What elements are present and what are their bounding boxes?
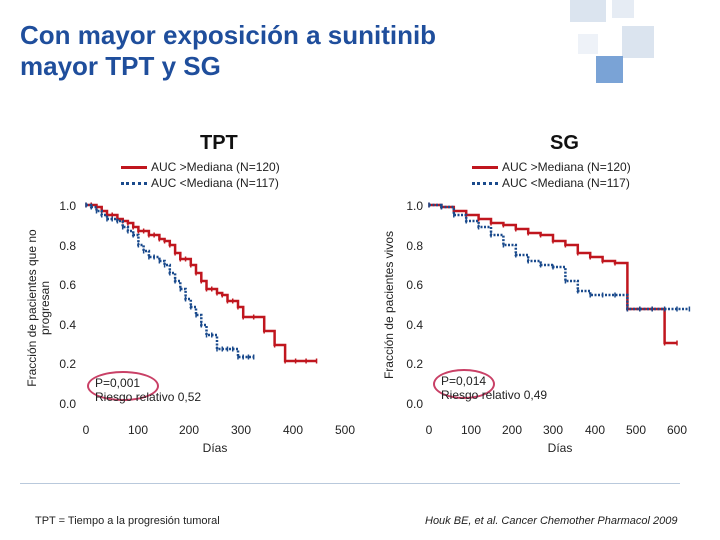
decorative-square-2 bbox=[612, 0, 634, 18]
km-curve-above-median bbox=[429, 203, 677, 345]
decorative-square-3 bbox=[622, 26, 654, 58]
x-tick-label: 600 bbox=[666, 423, 688, 437]
legend-label: AUC <Mediana (N=117) bbox=[502, 176, 630, 190]
p-value-tpt: P=0,001 bbox=[95, 376, 141, 390]
x-tick-label: 100 bbox=[460, 423, 482, 437]
x-tick-label: 300 bbox=[542, 423, 564, 437]
p-value-highlight-circle bbox=[433, 369, 495, 399]
y-tick-label: 0.0 bbox=[59, 397, 76, 411]
legend-swatch-dotted bbox=[121, 181, 147, 185]
legend-swatch-solid bbox=[472, 165, 498, 169]
x-tick-label: 0 bbox=[82, 423, 90, 437]
km-plot-tpt bbox=[85, 202, 318, 364]
legend-label: AUC >Mediana (N=120) bbox=[502, 160, 631, 174]
title-line-1: Con mayor exposición a sunitinib bbox=[20, 20, 437, 50]
y-tick-label: 0.4 bbox=[59, 318, 76, 332]
y-tick-label: 0.2 bbox=[406, 357, 423, 371]
chart-title-sg: SG bbox=[550, 132, 579, 154]
decorative-square-4 bbox=[596, 56, 623, 83]
footer-divider bbox=[20, 483, 680, 484]
x-tick-label: 300 bbox=[230, 423, 252, 437]
decorative-square-1 bbox=[570, 0, 606, 22]
legend-sg-below: AUC <Mediana (N=117) bbox=[472, 176, 630, 190]
x-tick-label: 500 bbox=[625, 423, 647, 437]
legend-swatch-dotted bbox=[472, 181, 498, 185]
legend-swatch-solid bbox=[121, 165, 147, 169]
x-tick-label: 200 bbox=[178, 423, 200, 437]
title-line-2: mayor TPT y SG bbox=[20, 51, 221, 81]
km-plot-sg bbox=[428, 202, 691, 346]
x-tick-label: 500 bbox=[334, 423, 356, 437]
y-tick-label: 0.8 bbox=[59, 239, 76, 253]
footnote-citation: Houk BE, et al. Cancer Chemother Pharmac… bbox=[425, 515, 678, 527]
legend-label: AUC <Mediana (N=117) bbox=[151, 176, 279, 190]
y-axis-label-tpt: Fracción de pacientes que no progresan bbox=[25, 229, 52, 387]
x-tick-label: 200 bbox=[501, 423, 523, 437]
x-axis-label-sg: Días bbox=[547, 441, 573, 455]
y-tick-label: 0.2 bbox=[59, 357, 76, 371]
chart-title-tpt: TPT bbox=[200, 132, 238, 154]
x-tick-label: 100 bbox=[127, 423, 149, 437]
y-tick-label: 1.0 bbox=[59, 199, 76, 213]
legend-tpt-above: AUC >Mediana (N=120) bbox=[121, 160, 280, 174]
y-tick-label: 0.0 bbox=[406, 397, 423, 411]
slide-title: Con mayor exposición a sunitinib mayor T… bbox=[20, 20, 436, 82]
hazard-ratio-tpt: Riesgo relativo 0,52 bbox=[95, 390, 202, 404]
legend-tpt-below: AUC <Mediana (N=117) bbox=[121, 176, 279, 190]
km-curve-above-median bbox=[86, 203, 317, 363]
y-tick-label: 0.8 bbox=[406, 239, 423, 253]
y-axis-label-sg: Fracción de pacientes vivos bbox=[382, 230, 396, 380]
p-value-highlight-circle bbox=[87, 371, 159, 401]
x-axis-label-tpt: Días bbox=[202, 441, 228, 455]
footnote-abbreviation: TPT = Tiempo a la progresión tumoral bbox=[35, 515, 220, 527]
y-tick-label: 0.4 bbox=[406, 318, 423, 332]
legend-sg-above: AUC >Mediana (N=120) bbox=[472, 160, 631, 174]
x-tick-label: 400 bbox=[282, 423, 304, 437]
x-tick-label: 400 bbox=[584, 423, 606, 437]
y-tick-label: 1.0 bbox=[406, 199, 423, 213]
decorative-square-5 bbox=[578, 34, 598, 54]
km-curve-below-median bbox=[429, 203, 690, 311]
x-tick-label: 0 bbox=[425, 423, 433, 437]
legend-label: AUC >Mediana (N=120) bbox=[151, 160, 280, 174]
y-tick-label: 0.6 bbox=[406, 278, 423, 292]
y-tick-label: 0.6 bbox=[59, 278, 76, 292]
km-curve-below-median bbox=[86, 203, 254, 359]
hazard-ratio-sg: Riesgo relativo 0,49 bbox=[441, 388, 548, 402]
p-value-sg: P=0,014 bbox=[441, 374, 487, 388]
